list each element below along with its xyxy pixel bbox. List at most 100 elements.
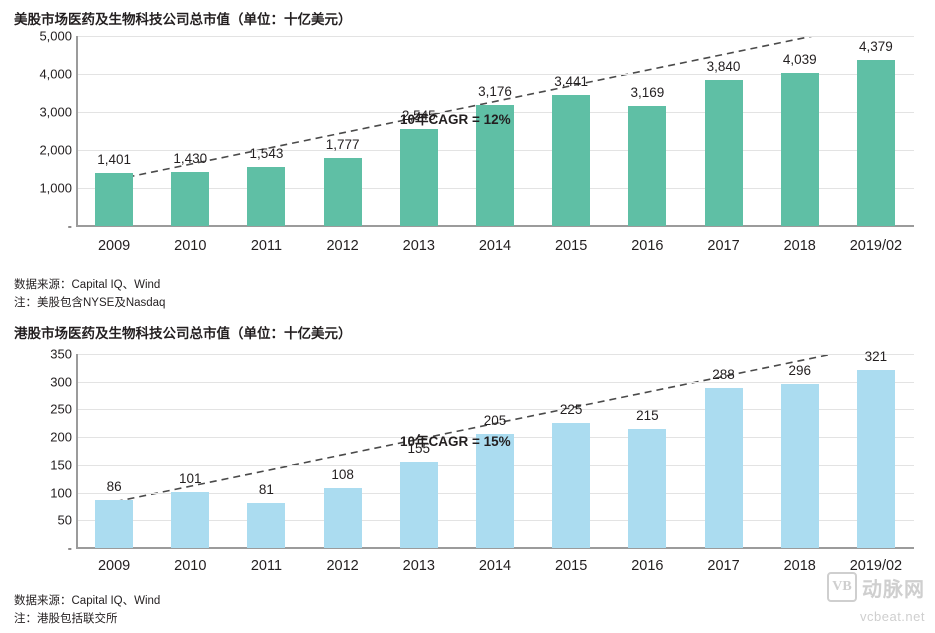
bar-value-label: 3,441 <box>554 74 589 90</box>
source-note-hk-1: 数据来源：Capital IQ、Wind <box>14 595 161 607</box>
x-tick-label: 2012 <box>326 558 359 574</box>
y-tick-label: 4,000 <box>39 66 72 82</box>
gridline <box>76 409 914 411</box>
y-tick-label: - <box>67 540 72 556</box>
bar-value-label: 1,401 <box>97 151 131 167</box>
watermark-text: 动脉网 <box>862 578 925 601</box>
y-axis-line <box>76 354 78 548</box>
watermark-subtext: vcbeat.net <box>860 609 925 624</box>
gridline <box>76 354 914 355</box>
chart-title-us: 美股市场医药及生物科技公司总市值（单位：十亿美元） <box>14 12 352 27</box>
bar <box>171 171 210 226</box>
gridline <box>76 381 914 383</box>
x-tick-label: 2018 <box>783 558 816 574</box>
y-tick-label: 350 <box>50 346 72 362</box>
bar <box>171 492 210 548</box>
bar <box>323 158 362 226</box>
bar-value-label: 321 <box>864 349 888 365</box>
gridline <box>76 36 914 37</box>
bar <box>399 462 438 548</box>
bar-value-label: 4,039 <box>782 51 817 67</box>
bar-value-label: 288 <box>712 367 735 383</box>
bar <box>552 95 591 226</box>
cagr-annotation-us: 10年CAGR = 12% <box>400 112 511 127</box>
x-tick-label: 2010 <box>174 558 207 574</box>
x-axis-line <box>76 547 914 549</box>
x-tick-label: 2018 <box>783 238 816 254</box>
source-note-us-2: 注：美股包含NYSE及Nasdaq <box>14 297 166 309</box>
bar <box>323 488 362 548</box>
bar <box>856 59 895 226</box>
bar-value-label: 296 <box>788 362 811 378</box>
bar <box>475 105 515 226</box>
gridline <box>76 74 914 75</box>
y-axis-line <box>76 36 78 226</box>
bar <box>628 105 667 226</box>
y-axis-labels-hk: - 50 100 150 200 250 300 350 <box>14 347 76 556</box>
bar-value-label: 3,169 <box>630 84 665 100</box>
bar <box>475 434 515 548</box>
bar <box>247 503 286 548</box>
x-tick-label: 2009 <box>97 238 131 254</box>
bar <box>628 428 667 548</box>
x-tick-label: 2011 <box>250 238 283 254</box>
x-tick-label: 2010 <box>174 238 207 254</box>
x-tick-label: 2019/02 <box>849 558 903 574</box>
x-tick-label: 2013 <box>402 238 435 254</box>
y-tick-label: 2,000 <box>39 142 72 158</box>
plot-area-us: - 1,000 2,000 3,000 4,000 5,000 1,401 1,430 1,5… <box>14 29 914 234</box>
bar <box>704 388 743 548</box>
x-tick-label: 2016 <box>631 238 664 254</box>
bar <box>704 80 743 226</box>
x-tick-label: 2016 <box>631 558 664 574</box>
bar-value-label: 2,545 <box>401 108 436 124</box>
y-tick-label: 300 <box>50 374 72 390</box>
y-tick-label: - <box>67 218 72 234</box>
grid-area-hk: 86 101 81 108 155 205 225 215 288 296 321 <box>76 349 914 549</box>
bar <box>856 370 895 548</box>
x-tick-label: 2009 <box>97 558 131 574</box>
y-tick-label: 3,000 <box>39 104 72 120</box>
x-tick-label: 2017 <box>707 558 740 574</box>
bar-value-label: 108 <box>331 467 354 483</box>
plot-area-hk: - 50 100 150 200 250 300 350 86 101 81 108 155 205 22… <box>14 347 914 556</box>
bar <box>247 167 286 226</box>
bar <box>780 383 819 548</box>
x-tick-label: 2015 <box>555 558 588 574</box>
x-tick-label: 2013 <box>402 558 435 574</box>
chart-block-hk-market: 港股市场医药及生物科技公司总市值（单位：十亿美元） - 50 100 150 200 25… <box>0 322 935 632</box>
y-axis-labels-us: - 1,000 2,000 3,000 4,000 5,000 <box>14 29 76 234</box>
x-tick-label: 2014 <box>478 558 512 574</box>
x-tick-label: 2019/02 <box>849 238 903 254</box>
bar <box>95 500 134 548</box>
source-note-us-1: 数据来源：Capital IQ、Wind <box>14 279 161 291</box>
bar <box>780 72 819 226</box>
bar-value-label: 81 <box>258 482 274 498</box>
bar-value-label: 225 <box>559 402 583 418</box>
grid-area-us: 1,401 1,430 1,543 1,777 2,545 3,176 3,441 3,169… <box>76 36 914 227</box>
x-tick-label: 2011 <box>250 558 283 574</box>
watermark-badge: VB <box>827 572 857 602</box>
bar-value-label: 205 <box>483 413 507 429</box>
bar-value-label: 86 <box>106 479 122 495</box>
bar-value-label: 101 <box>178 471 202 487</box>
bar-value-label: 3,176 <box>478 84 512 100</box>
y-tick-label: 50 <box>57 512 72 528</box>
bar-value-label: 1,543 <box>249 146 284 162</box>
chart-title-hk: 港股市场医药及生物科技公司总市值（单位：十亿美元） <box>14 326 352 341</box>
source-note-hk-2: 注：港股包括联交所 <box>14 613 118 625</box>
x-tick-label: 2014 <box>478 238 512 254</box>
bar-value-label: 1,777 <box>325 137 360 153</box>
y-tick-label: 150 <box>50 457 72 473</box>
bar-value-label: 155 <box>407 441 431 457</box>
bar-value-label: 1,430 <box>173 150 208 166</box>
bar <box>95 172 134 226</box>
x-axis-line <box>76 225 914 227</box>
y-tick-label: 5,000 <box>39 28 72 44</box>
bar-value-label: 3,840 <box>706 59 741 75</box>
chart-block-us-market: 美股市场医药及生物科技公司总市值（单位：十亿美元） - 1,000 2,000 3,0… <box>0 8 935 318</box>
bar <box>552 423 591 548</box>
bar-value-label: 4,379 <box>859 38 893 54</box>
watermark: VB 动脉网 <box>827 572 925 602</box>
y-tick-label: 1,000 <box>39 180 72 196</box>
